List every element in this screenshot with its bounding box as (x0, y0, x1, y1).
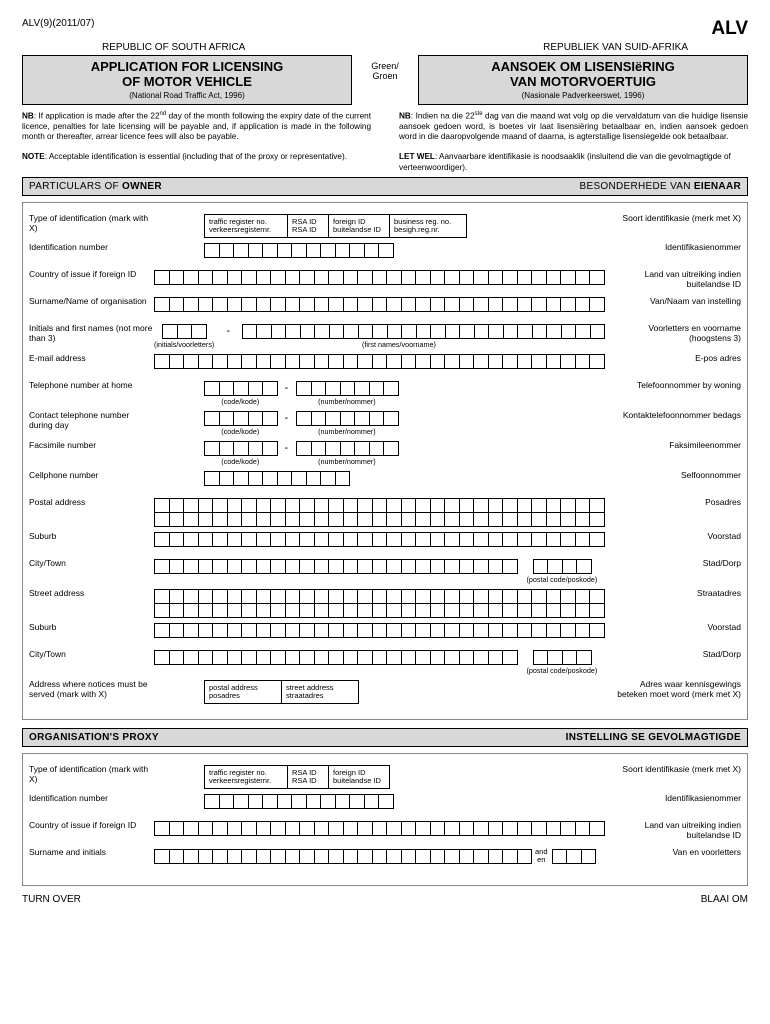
label-pcountry-af: Land van uitreiking indien buitelandse I… (616, 821, 741, 841)
opt-pforeign[interactable]: foreign IDbuitelandse ID (328, 765, 390, 789)
cell-cells[interactable] (204, 471, 349, 486)
opt-traffic[interactable]: traffic register no.verkeersregisternr. (204, 214, 288, 238)
label-initials-af: Voorletters en voorname (hoogstens 3) (616, 324, 741, 344)
pinitials-cells[interactable] (552, 849, 596, 864)
nb-en: NB: If application is made after the 22n… (22, 111, 371, 142)
city1-cells[interactable] (154, 559, 517, 574)
republic-en: REPUBLIC OF SOUTH AFRICA (22, 42, 245, 53)
telhome-code[interactable] (204, 381, 277, 396)
label-ptype-af: Soort identifikasie (merk met X) (616, 765, 741, 775)
pidnum-cells[interactable] (204, 794, 393, 809)
label-city2-en: City/Town (29, 650, 154, 660)
label-street-af: Straatadres (616, 589, 741, 599)
postcode2[interactable] (533, 650, 591, 665)
label-contact-af: Kontaktelefoonnommer bedags (616, 411, 741, 421)
opt-rsa[interactable]: RSA IDRSA ID (287, 214, 329, 238)
form-code: ALV(9)(2011/07) (22, 18, 94, 29)
psurname-cells[interactable] (154, 849, 531, 864)
note-en: NOTE: Acceptable identification is essen… (22, 152, 371, 173)
street-2[interactable] (154, 603, 604, 618)
label-surname-af: Van/Naam van instelling (616, 297, 741, 307)
footer-en: TURN OVER (22, 894, 81, 905)
label-suburb2-af: Voorstad (616, 623, 741, 633)
label-psurname-en: Surname and initials (29, 848, 154, 858)
label-country-af: Land van uitreiking indien buitelandse I… (616, 270, 741, 290)
label-email-en: E-mail address (29, 354, 154, 364)
owner-form: Type of identification (mark with X) tra… (22, 202, 748, 720)
country-cells[interactable] (154, 270, 604, 285)
label-postal-af: Posadres (616, 498, 741, 508)
label-suburb1-af: Voorstad (616, 532, 741, 542)
section-proxy: ORGANISATION'S PROXY INSTELLING SE GEVOL… (22, 728, 748, 747)
label-notice-af: Adres waar kennisgewings beteken moet wo… (616, 680, 741, 700)
label-contact-en: Contact telephone number during day (29, 411, 154, 431)
label-country-en: Country of issue if foreign ID (29, 270, 154, 280)
label-type-id-en: Type of identification (mark with X) (29, 214, 154, 234)
idnum-cells[interactable] (204, 243, 393, 258)
opt-street-addr[interactable]: street addressstraatadres (281, 680, 359, 704)
label-surname-en: Surname/Name of organisation (29, 297, 154, 307)
fax-code[interactable] (204, 441, 277, 456)
label-suburb1-en: Suburb (29, 532, 154, 542)
email-cells[interactable] (154, 354, 604, 369)
title-mid: Green/ Groen (360, 55, 410, 105)
postal-1[interactable] (154, 498, 604, 513)
label-city1-en: City/Town (29, 559, 154, 569)
opt-ptraffic[interactable]: traffic register no.verkeersregisternr. (204, 765, 288, 789)
suburb1-cells[interactable] (154, 532, 604, 547)
pcountry-cells[interactable] (154, 821, 604, 836)
telhome-num[interactable] (296, 381, 398, 396)
contact-num[interactable] (296, 411, 398, 426)
section-owner: PARTICULARS OF OWNER BESONDERHEDE VAN EI… (22, 177, 748, 196)
label-type-id-af: Soort identifikasie (merk met X) (616, 214, 741, 224)
title-box-af: AANSOEK OM LISENSIëRING VAN MOTORVOERTUI… (418, 55, 748, 105)
opt-postal-addr[interactable]: postal addressposadres (204, 680, 282, 704)
label-suburb2-en: Suburb (29, 623, 154, 633)
label-street-en: Street address (29, 589, 154, 599)
label-initials-en: Initials and first names (not more than … (29, 324, 154, 344)
surname-cells[interactable] (154, 297, 604, 312)
label-city2-af: Stad/Dorp (616, 650, 741, 660)
opt-business[interactable]: business reg. no.besigh.reg.nr. (389, 214, 467, 238)
label-notice-en: Address where notices must be served (ma… (29, 680, 154, 700)
label-telhome-en: Telephone number at home (29, 381, 154, 391)
firstnames-cells[interactable] (242, 324, 605, 339)
label-pidnum-en: Identification number (29, 794, 154, 804)
label-cell-en: Cellphone number (29, 471, 154, 481)
label-fax-en: Facsimile number (29, 441, 154, 451)
initials-cells[interactable] (162, 324, 206, 339)
title-box-en: APPLICATION FOR LICENSING OF MOTOR VEHIC… (22, 55, 352, 105)
label-cell-af: Selfoonnommer (616, 471, 741, 481)
alv-label: ALV (711, 18, 748, 40)
street-1[interactable] (154, 589, 604, 604)
label-email-af: E-pos adres (616, 354, 741, 364)
city2-cells[interactable] (154, 650, 517, 665)
fax-num[interactable] (296, 441, 398, 456)
label-city1-af: Stad/Dorp (616, 559, 741, 569)
opt-prsa[interactable]: RSA IDRSA ID (287, 765, 329, 789)
label-psurname-af: Van en voorletters (616, 848, 741, 858)
suburb2-cells[interactable] (154, 623, 604, 638)
republic-af: REPUBLIEK VAN SUID-AFRIKA (543, 42, 748, 53)
label-telhome-af: Telefoonnommer by woning (616, 381, 741, 391)
footer-af: BLAAI OM (701, 894, 748, 905)
label-postal-en: Postal address (29, 498, 154, 508)
label-idnum-af: Identifikasienommer (616, 243, 741, 253)
nb-af: NB: Indien na die 22ste dag van die maan… (399, 111, 748, 142)
label-pcountry-en: Country of issue if foreign ID (29, 821, 154, 831)
label-ptype-en: Type of identification (mark with X) (29, 765, 154, 785)
opt-foreign[interactable]: foreign IDbuitelandse ID (328, 214, 390, 238)
label-pidnum-af: Identifikasienommer (616, 794, 741, 804)
label-idnum-en: Identification number (29, 243, 154, 253)
postal-2[interactable] (154, 512, 604, 527)
proxy-form: Type of identification (mark with X) tra… (22, 753, 748, 886)
contact-code[interactable] (204, 411, 277, 426)
label-fax-af: Faksimileenommer (616, 441, 741, 451)
note-af: LET WEL: Aanvaarbare identifikasie is no… (399, 152, 748, 173)
postcode1[interactable] (533, 559, 591, 574)
